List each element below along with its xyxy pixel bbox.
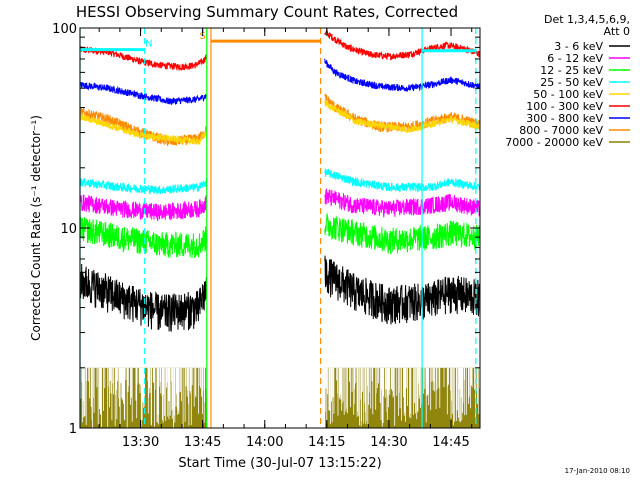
series-7-line bbox=[324, 213, 481, 255]
series-8-line bbox=[79, 263, 208, 333]
legend-label: 25 - 50 keV bbox=[540, 76, 603, 89]
series-7 bbox=[79, 213, 481, 259]
x-tick-label: 14:00 bbox=[246, 435, 283, 450]
footer-date: 17-Jan-2010 08:10 bbox=[565, 467, 630, 475]
series-8-line bbox=[324, 255, 481, 325]
series-4-line bbox=[324, 100, 481, 134]
series-2 bbox=[79, 58, 481, 106]
x-tick-label: 14:15 bbox=[308, 435, 345, 450]
x-tick-label: 13:45 bbox=[184, 435, 221, 450]
series-4-line bbox=[79, 113, 208, 145]
y-tick-label: 10 bbox=[60, 222, 77, 237]
chart-title: HESSI Observing Summary Count Rates, Cor… bbox=[76, 3, 458, 21]
x-tick-label: 14:45 bbox=[432, 435, 469, 450]
series-1-line bbox=[79, 46, 208, 72]
series-2-line bbox=[324, 58, 481, 92]
y-axis-label: Corrected Count Rate (s⁻¹ detector⁻¹) bbox=[29, 115, 43, 341]
legend-header-line-2: Att 0 bbox=[604, 25, 630, 38]
series-6 bbox=[79, 188, 481, 222]
series-2-line bbox=[79, 81, 208, 106]
series-9-gaps bbox=[324, 367, 481, 428]
legend-label: 300 - 800 keV bbox=[526, 112, 603, 125]
y-tick-label: 1 bbox=[69, 422, 77, 437]
legend-label: 6 - 12 keV bbox=[547, 52, 603, 65]
series-5 bbox=[79, 168, 481, 195]
annotation-s: S bbox=[199, 31, 205, 42]
series-8 bbox=[79, 255, 481, 333]
series-5-line bbox=[79, 177, 208, 195]
legend-label: 7000 - 20000 keV bbox=[505, 136, 603, 149]
series-4 bbox=[79, 100, 481, 145]
series-6-line bbox=[79, 194, 208, 222]
series-7-line bbox=[79, 216, 208, 259]
series-6-line bbox=[324, 188, 481, 218]
legend-header-line-1: Det 1,3,4,5,6,9, bbox=[544, 13, 630, 26]
legend-label: 100 - 300 keV bbox=[526, 100, 603, 113]
legend-label: 800 - 7000 keV bbox=[519, 124, 603, 137]
x-axis-label: Start Time (30-Jul-07 13:15:22) bbox=[178, 456, 381, 471]
legend-label: 12 - 25 keV bbox=[540, 64, 603, 77]
y-tick-label: 100 bbox=[52, 22, 77, 37]
legend-label: 50 - 100 keV bbox=[533, 88, 603, 101]
x-tick-label: 14:30 bbox=[370, 435, 407, 450]
x-axis: 13:30 13:45 14:00 14:15 14:30 14:45 bbox=[98, 28, 473, 450]
plot-data bbox=[79, 29, 481, 428]
annotation-n: N bbox=[145, 38, 152, 49]
series-1-line bbox=[324, 29, 481, 61]
series-9 bbox=[79, 367, 481, 428]
x-tick-label: 13:30 bbox=[122, 435, 159, 450]
legend-label: 3 - 6 keV bbox=[554, 40, 603, 53]
series-1 bbox=[79, 29, 481, 72]
series-5-line bbox=[324, 168, 481, 193]
y-axis: 1 10 100 bbox=[52, 22, 480, 437]
